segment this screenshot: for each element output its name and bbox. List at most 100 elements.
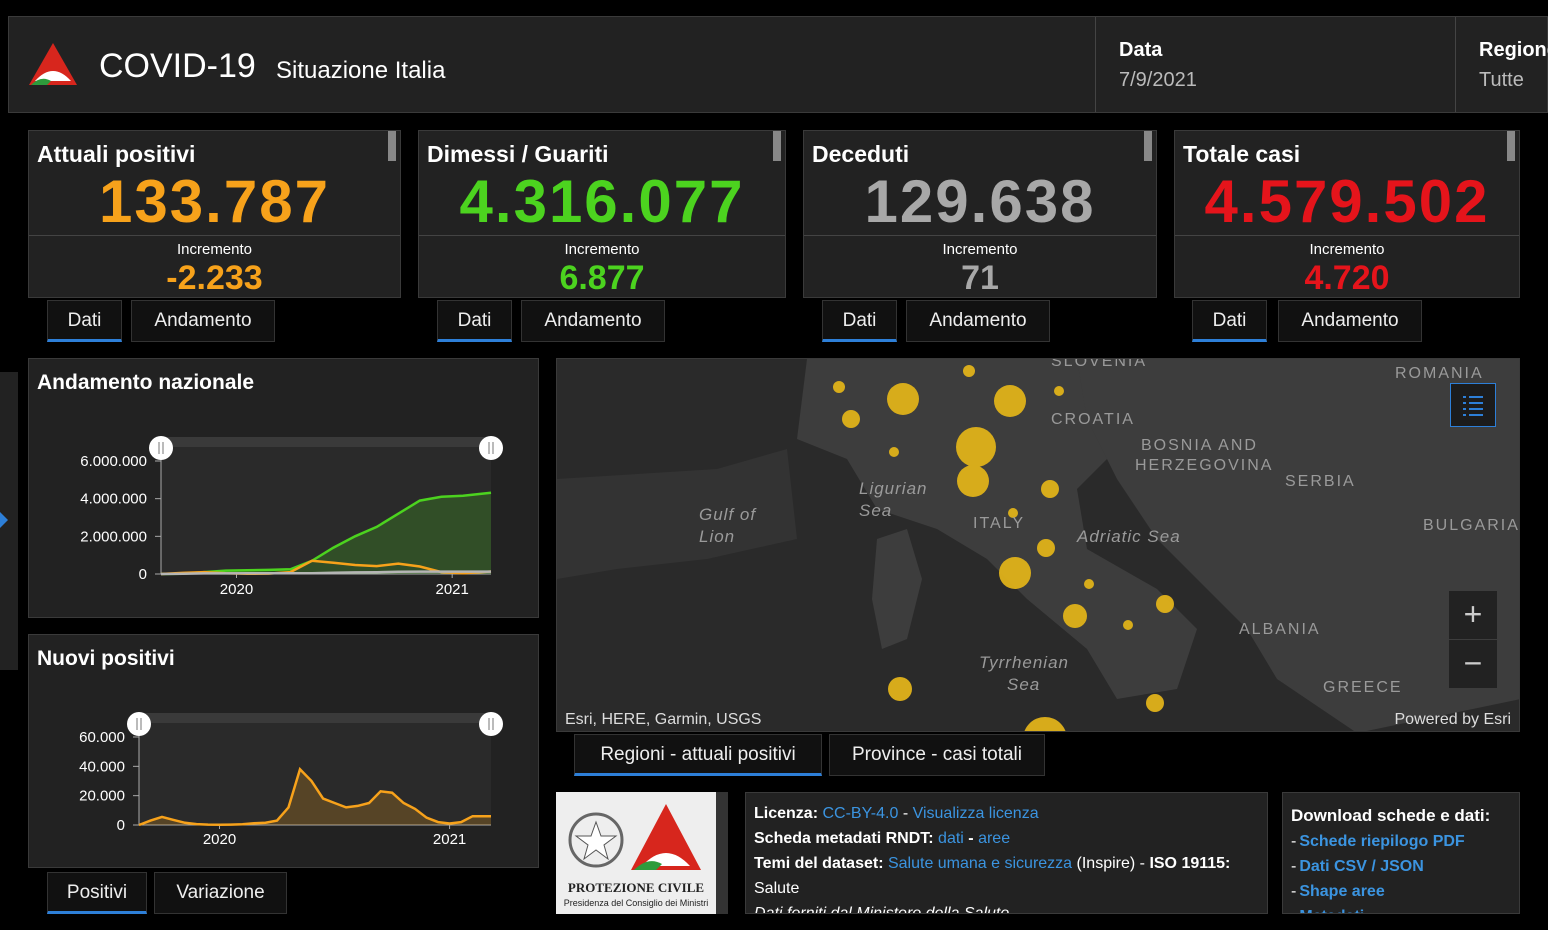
map-label: BULGARIA (1423, 517, 1520, 534)
map-label: Lion (699, 527, 736, 546)
scrollbar (388, 131, 396, 161)
tab[interactable]: Andamento (1278, 300, 1422, 342)
kpi-value: 4.316.077 (459, 168, 745, 235)
link[interactable]: aree (978, 830, 1011, 847)
download-link[interactable]: Shape aree (1299, 883, 1385, 900)
range-slider (161, 437, 491, 447)
x-tick-label: 2021 (435, 581, 468, 598)
logo-emblem (568, 804, 701, 870)
logo-name: PROTEZIONE CIVILE (567, 880, 705, 895)
y-tick-label: 20.000 (79, 788, 125, 805)
map-label: CROATIA (1051, 411, 1135, 428)
label: Licenza: (754, 805, 819, 822)
link[interactable]: CC-BY-4.0 (822, 805, 899, 822)
slider-handle (127, 712, 151, 736)
bullet: - (1291, 908, 1296, 913)
kpi-increment: 6.877 (559, 259, 645, 297)
tab[interactable]: Dati (437, 300, 512, 342)
scrollbar (1144, 131, 1152, 161)
tab[interactable]: Dati (822, 300, 897, 342)
app-title: COVID-19 (99, 47, 256, 85)
downloads-box: Download schede e dati: - Schede riepilog… (1282, 792, 1520, 914)
tab[interactable]: Andamento (521, 300, 665, 342)
line (160, 491, 492, 576)
kpi-increment: -2.233 (166, 259, 263, 297)
chart-panel: Andamento nazionale 0 2.000.000 4.000.000 6… (28, 358, 539, 618)
x-tick-label: 2020 (203, 831, 236, 848)
divider (419, 235, 785, 236)
y-tick-label: 0 (117, 817, 125, 834)
y-tick-label: 6.000.000 (80, 453, 147, 470)
range-slider (139, 713, 491, 723)
map-label: HERZEGOVINA (1135, 457, 1274, 474)
kpi-title: Totale casi (1183, 141, 1301, 167)
kpi-increment: 71 (961, 259, 999, 297)
map-label: ITALY (973, 515, 1026, 532)
link[interactable]: Visualizza licenza (912, 805, 1039, 822)
x-tick-label: 2021 (433, 831, 466, 848)
map-label: Gulf of (699, 505, 757, 524)
download-link[interactable]: Schede riepilogo PDF (1299, 833, 1465, 850)
downloads-list: - Schede riepilogo PDF - Dati CSV / JSON - Sh… (1291, 829, 1511, 913)
download-item: - Dati CSV / JSON (1291, 854, 1511, 879)
kpi-increment: 4.720 (1304, 259, 1390, 297)
map-label: Ligurian (859, 479, 928, 498)
link[interactable]: Salute umana e sicurezza (887, 855, 1073, 872)
divider (1175, 235, 1519, 236)
x-tick-label: 2020 (220, 581, 253, 598)
kpi-value: 129.638 (864, 168, 1096, 235)
kpi-value: 133.787 (99, 168, 330, 235)
slider-handle (149, 436, 173, 460)
date-value[interactable]: 7/9/2021 (1119, 69, 1197, 91)
region-value[interactable]: Tutte (1479, 69, 1524, 91)
sep: - (968, 830, 974, 847)
map-powered[interactable]: Powered by Esri (1394, 711, 1512, 728)
logo-icon (29, 43, 77, 85)
tab[interactable]: Province - casi totali (829, 734, 1045, 776)
text: (Inspire) - (1076, 855, 1145, 872)
divider (804, 235, 1156, 236)
download-link[interactable]: Dati CSV / JSON (1299, 858, 1424, 875)
tab[interactable]: Positivi (47, 872, 147, 914)
kpi-card: Dimessi / Guariti 4.316.077 Incremento 6.87… (418, 130, 786, 298)
map-label: SLOVENIA (1051, 358, 1148, 370)
download-link[interactable]: Metadati (1299, 908, 1364, 913)
label: ISO 19115: (1149, 855, 1231, 872)
zoom-in[interactable]: + (1449, 591, 1497, 639)
logo-box: PROTEZIONE CIVILE Presidenza del Consigl… (556, 792, 728, 914)
tab[interactable]: Andamento (906, 300, 1050, 342)
tab[interactable]: Dati (1192, 300, 1267, 342)
tab[interactable]: Variazione (154, 872, 287, 914)
side-toggle[interactable] (0, 372, 18, 670)
scrollbar (1507, 131, 1515, 161)
map-label: GREECE (1323, 679, 1403, 696)
bullet: - (1291, 883, 1297, 900)
legend-button[interactable] (1450, 383, 1496, 427)
kpi-title: Dimessi / Guariti (427, 141, 609, 167)
chart-title: Nuovi positivi (37, 647, 175, 670)
tab[interactable]: Andamento (131, 300, 275, 342)
label: Scheda metadati RNDT: (754, 830, 934, 847)
link[interactable]: dati (938, 830, 964, 847)
tab[interactable]: Dati (47, 300, 122, 342)
map-label: Sea (859, 501, 893, 520)
sep: - (902, 805, 909, 822)
text: Salute (754, 880, 800, 897)
map-label: SERBIA (1285, 473, 1356, 490)
download-item: -Metadati (1291, 904, 1511, 913)
chart-panel: Nuovi positivi 0 20.000 40.000 60.000 2020 20… (28, 634, 539, 868)
zoom-out[interactable]: − (1449, 640, 1497, 688)
download-item: - Schede riepilogo PDF (1291, 829, 1511, 854)
map-attribution: Esri, HERE, Garmin, USGS (565, 711, 762, 728)
kpi-increment-label: Incremento (942, 241, 1018, 258)
y-tick-label: 60.000 (79, 729, 125, 746)
kpi-value: 4.579.502 (1204, 168, 1490, 235)
map[interactable]: SLOVENIA CROATIA BOSNIA AND HERZEGOVINA … (556, 358, 1520, 732)
plot-area (139, 713, 491, 825)
kpi-title: Attuali positivi (37, 141, 196, 167)
kpi-card: Deceduti 129.638 Incremento 71 (803, 130, 1157, 298)
map-label: Sea (1007, 675, 1041, 694)
header: COVID-19 Situazione Italia Data 7/9/2021… (8, 16, 1548, 113)
tab[interactable]: Regioni - attuali positivi (574, 734, 822, 776)
